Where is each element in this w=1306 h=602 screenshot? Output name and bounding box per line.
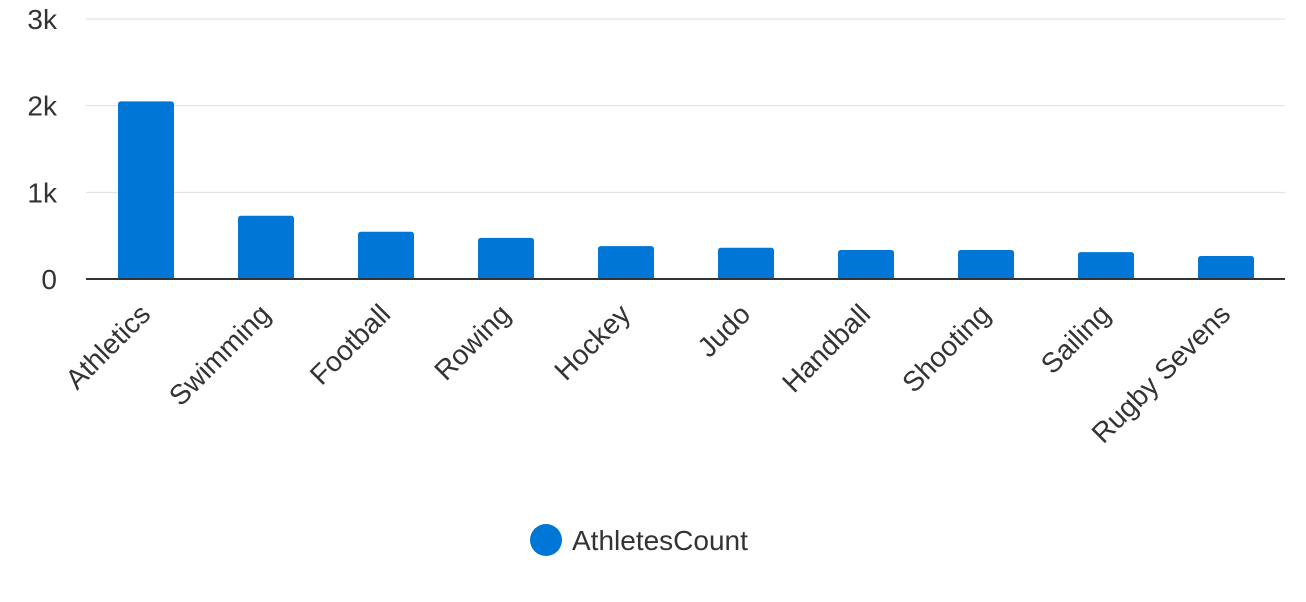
bar-rowing[interactable]	[478, 237, 534, 279]
x-tick-label: Shooting	[896, 298, 996, 398]
bar-rugby-sevens[interactable]	[1198, 256, 1254, 279]
y-axis-tick-labels: 0 1k 2k 3k	[27, 4, 58, 295]
bar-swimming[interactable]	[238, 215, 294, 279]
x-axis-category-labels: Athletics Swimming Football Rowing Hockey Jud…	[59, 298, 1236, 449]
x-tick-label: Judo	[691, 298, 756, 363]
bar-shooting[interactable]	[958, 249, 1014, 279]
bar-football[interactable]	[358, 231, 414, 279]
y-tick-label: 1k	[27, 177, 58, 208]
y-tick-label: 3k	[27, 4, 58, 35]
x-tick-label: Athletics	[59, 298, 156, 395]
x-tick-label: Sailing	[1035, 298, 1116, 379]
bar-athletics[interactable]	[118, 101, 174, 279]
bar-handball[interactable]	[838, 249, 894, 279]
bar-sailing[interactable]	[1078, 252, 1134, 279]
bar-series	[118, 101, 1254, 279]
y-tick-label: 0	[41, 264, 57, 295]
bar-judo[interactable]	[718, 247, 774, 279]
legend[interactable]: AthletesCount	[530, 524, 748, 556]
grid-lines	[86, 18, 1285, 193]
bar-hockey[interactable]	[598, 246, 654, 279]
x-tick-label: Swimming	[163, 298, 276, 411]
x-tick-label: Hockey	[548, 298, 636, 386]
x-tick-label: Football	[304, 298, 396, 390]
x-tick-label: Handball	[776, 298, 876, 398]
x-tick-label: Rowing	[428, 298, 516, 386]
legend-swatch	[530, 524, 562, 556]
legend-label: AthletesCount	[572, 525, 748, 556]
y-tick-label: 2k	[27, 91, 58, 122]
